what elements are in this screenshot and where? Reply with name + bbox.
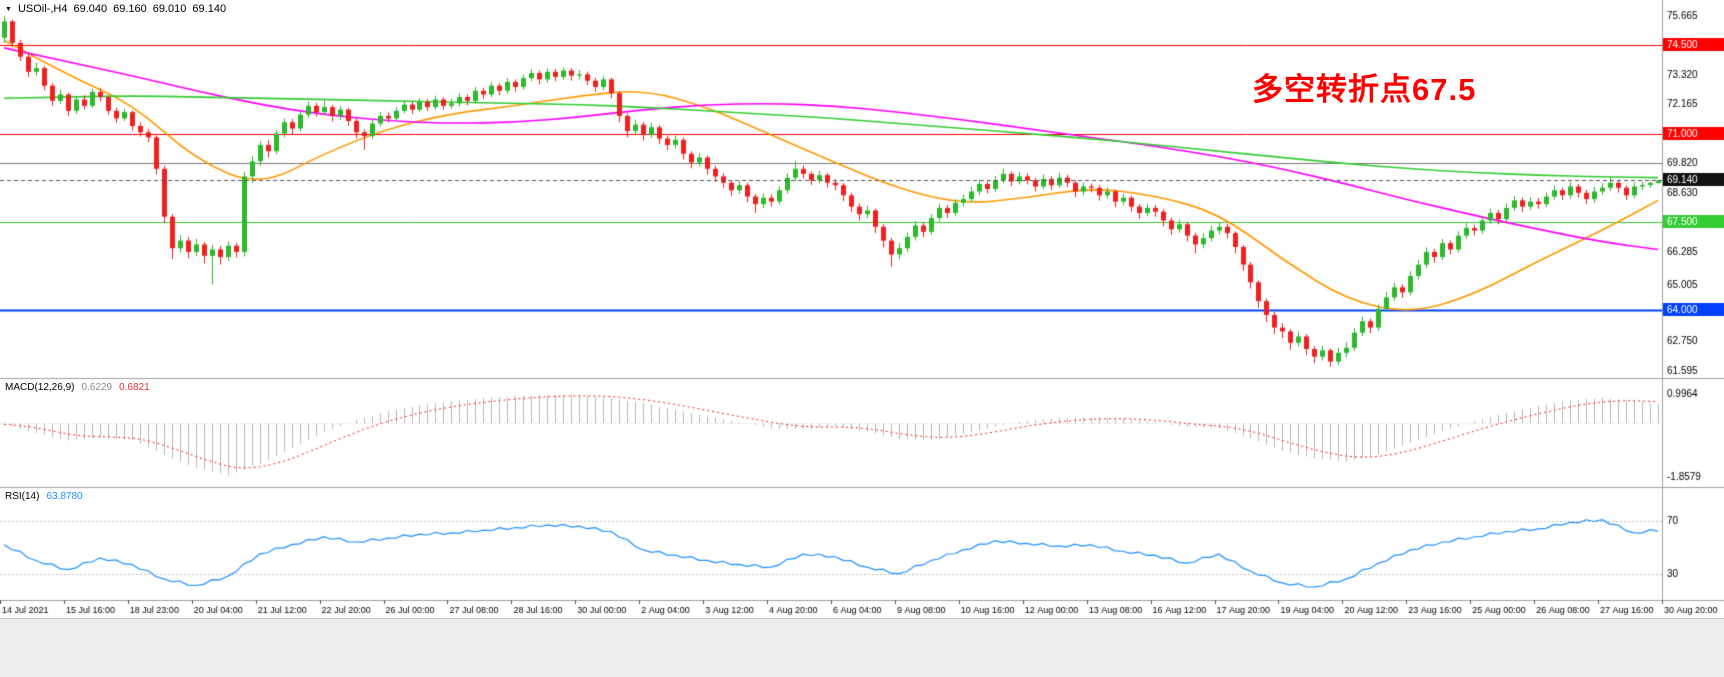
symbol-dropdown-triangle-icon[interactable]: ▼ <box>5 5 12 13</box>
symbol-title: ▼ USOil-,H4 69.040 69.160 69.010 69.140 <box>5 3 226 15</box>
rsi-value: 63.8780 <box>46 491 83 502</box>
ohlc-high-value: 69.160 <box>113 3 147 15</box>
macd-signal-value: 0.6821 <box>119 382 150 393</box>
macd-indicator-label: MACD(12,26,9) 0.6229 0.6821 <box>5 382 150 393</box>
macd-name-label: MACD(12,26,9) <box>5 382 75 393</box>
rsi-indicator-label: RSI(14) 63.8780 <box>5 491 83 502</box>
ohlc-low-value: 69.010 <box>152 3 187 15</box>
macd-main-value: 0.6229 <box>81 382 113 393</box>
ohlc-close-value: 69.140 <box>192 3 227 15</box>
rsi-name-label: RSI(14) <box>5 491 40 502</box>
price-chart-canvas[interactable] <box>0 0 1724 618</box>
bottom-strip <box>0 618 1724 677</box>
symbol-period-label: USOil-,H4 <box>17 3 68 15</box>
annotation-text: 多空转折点67.5 <box>1252 72 1477 107</box>
ohlc-open-value: 69.040 <box>73 3 108 15</box>
